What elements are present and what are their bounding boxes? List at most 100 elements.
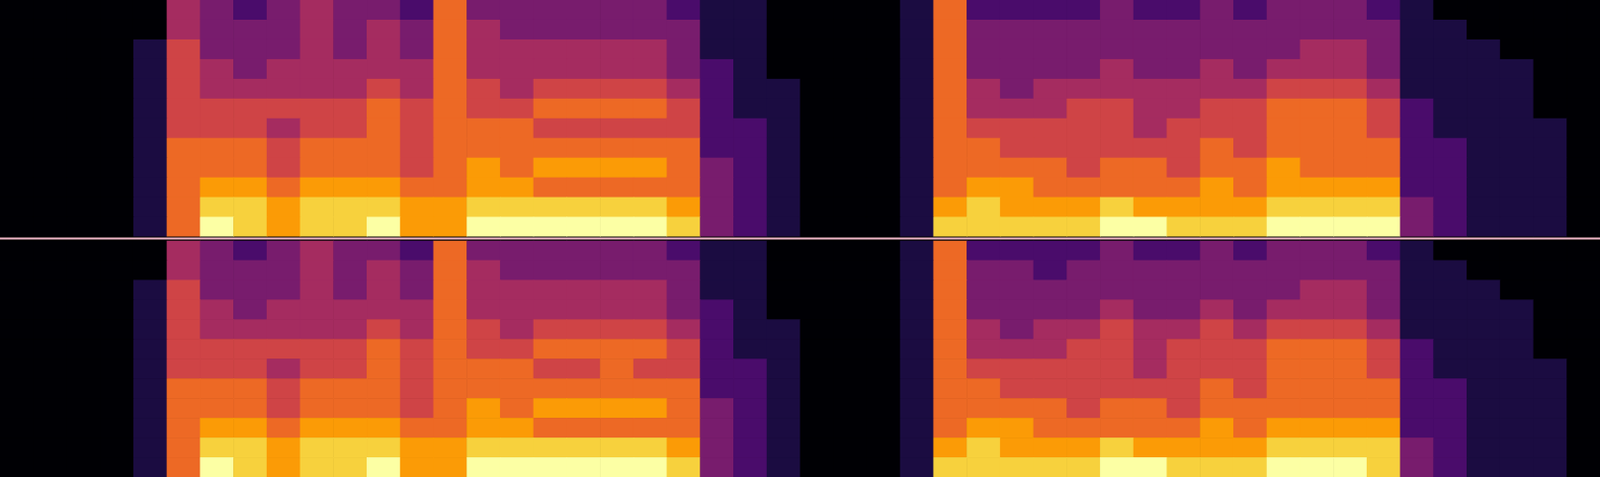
heatmap-cell [1199, 138, 1234, 160]
heatmap-cell [1233, 177, 1267, 199]
heatmap-cell [599, 59, 634, 81]
heatmap-cell [466, 19, 501, 41]
heatmap-cell [599, 0, 634, 21]
heatmap-cell [1333, 358, 1367, 380]
heatmap-cell [1366, 59, 1401, 81]
heatmap-cell [33, 319, 68, 340]
heatmap-cell [1266, 59, 1301, 81]
heatmap-cell [1299, 177, 1334, 199]
heatmap-cell [1333, 177, 1367, 199]
heatmap-cell [333, 279, 367, 301]
heatmap-cell [266, 299, 301, 321]
heatmap-cell [667, 197, 701, 219]
heatmap-cell [866, 259, 901, 281]
heatmap-cell [1199, 398, 1234, 420]
heatmap-cell [1066, 241, 1100, 262]
heatmap-cell [733, 19, 767, 41]
heatmap-cell [1533, 177, 1568, 199]
heatmap-cell [667, 59, 701, 81]
heatmap-cell [33, 437, 68, 459]
heatmap-cell [432, 378, 467, 400]
heatmap-cell [1333, 437, 1367, 459]
heatmap-cell [167, 59, 201, 81]
heatmap-cell [866, 358, 901, 380]
heatmap-cell [99, 259, 134, 281]
heatmap-cell [1000, 98, 1034, 120]
heatmap-cell [400, 39, 434, 61]
heatmap-cell [167, 241, 201, 262]
heatmap-cell [533, 158, 568, 179]
heatmap-cell [400, 118, 434, 140]
heatmap-cell [366, 19, 401, 41]
heatmap-cell [932, 19, 967, 41]
heatmap-cell [66, 378, 100, 400]
heatmap-cell [633, 279, 668, 301]
heatmap-cell [300, 418, 335, 439]
heatmap-cell [300, 338, 335, 360]
heatmap-cell [1500, 138, 1534, 160]
heatmap-cell [1033, 39, 1068, 61]
heatmap-cell [966, 358, 1001, 380]
heatmap-cell [366, 98, 401, 120]
heatmap-cell [333, 138, 367, 160]
heatmap-cell [599, 197, 634, 219]
heatmap-cell [1000, 418, 1034, 439]
heatmap-cell [1400, 299, 1434, 321]
heatmap-cell [233, 177, 267, 199]
heatmap-cell [1500, 241, 1534, 262]
heatmap-cell [1400, 59, 1434, 81]
heatmap-cell [1133, 437, 1168, 459]
heatmap-cell [500, 59, 534, 81]
heatmap-cell [99, 0, 134, 21]
heatmap-cell [1432, 98, 1467, 120]
heatmap-cell [133, 138, 168, 160]
heatmap-cell [1533, 138, 1568, 160]
heatmap-cell [900, 338, 934, 360]
heatmap-cell [667, 138, 701, 160]
heatmap-cell [966, 338, 1001, 360]
heatmap-cell [533, 39, 568, 61]
heatmap-cell [1266, 319, 1301, 340]
heatmap-cell [432, 118, 467, 140]
heatmap-cell [932, 0, 967, 21]
heatmap-cell [932, 437, 967, 459]
heatmap-cell [1333, 0, 1367, 21]
background [0, 0, 1600, 477]
heatmap-cell [1333, 39, 1367, 61]
heatmap-cell [1199, 158, 1234, 179]
heatmap-cell [366, 398, 401, 420]
heatmap-cell [33, 118, 68, 140]
heatmap-cell [900, 299, 934, 321]
heatmap-cell [1099, 319, 1134, 340]
heatmap-cell [1366, 118, 1401, 140]
heatmap-cell [633, 0, 668, 21]
heatmap-cell [1533, 19, 1568, 41]
heatmap-cell [1500, 338, 1534, 360]
heatmap-cell [0, 0, 34, 21]
heatmap-cell [167, 457, 201, 477]
heatmap-cell [1000, 197, 1034, 219]
heatmap-cell [1033, 418, 1068, 439]
heatmap-cell [33, 39, 68, 61]
heatmap-cell [1432, 378, 1467, 400]
heatmap-cell [766, 19, 801, 41]
heatmap-cell [833, 299, 867, 321]
heatmap-cell [133, 398, 168, 420]
heatmap-cell [1299, 398, 1334, 420]
heatmap-cell [99, 437, 134, 459]
heatmap-cell [1366, 259, 1401, 281]
heatmap-cell [900, 158, 934, 179]
heatmap-cell [766, 118, 801, 140]
heatmap-cell [99, 241, 134, 262]
heatmap-cell [699, 79, 734, 100]
heatmap-cell [199, 299, 234, 321]
heatmap-cell [400, 299, 434, 321]
heatmap-cell [766, 59, 801, 81]
heatmap-cell [1233, 319, 1267, 340]
heatmap-cell [1400, 39, 1434, 61]
heatmap-cell [932, 457, 967, 477]
heatmap-cell [766, 0, 801, 21]
heatmap-cell [400, 279, 434, 301]
heatmap-cell [566, 118, 600, 140]
heatmap-cell [1299, 158, 1334, 179]
